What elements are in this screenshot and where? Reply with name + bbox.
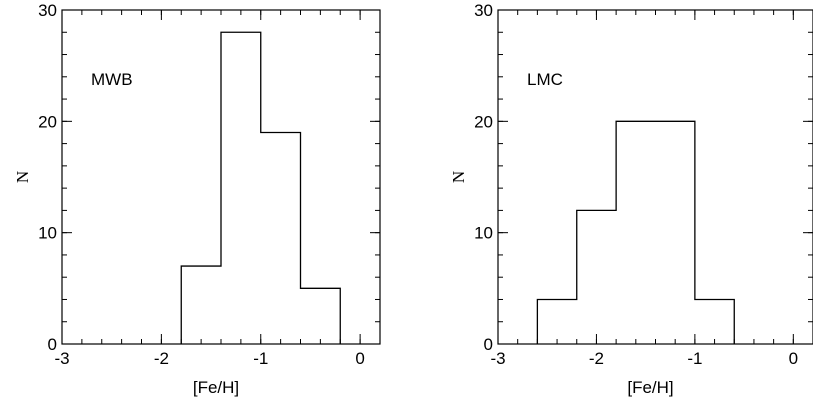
histogram-bin <box>616 121 695 344</box>
x-tick-label: -2 <box>154 349 169 368</box>
x-axis-label: [Fe/H] <box>627 378 673 397</box>
x-tick-label: -1 <box>253 349 268 368</box>
x-axis-label: [Fe/H] <box>193 378 239 397</box>
histogram-bin <box>261 132 301 344</box>
histogram-panel-lmc: -3 -2 -1 0 0 10 20 30 [Fe/H] N LMC <box>449 1 813 397</box>
y-tick-label: 20 <box>474 112 493 131</box>
histogram-bin <box>537 299 576 344</box>
histogram-outline <box>180 31 341 344</box>
x-tick-label: 0 <box>355 349 364 368</box>
y-axis-label: N <box>13 171 32 183</box>
y-tick-label: 30 <box>474 1 493 20</box>
histogram-bin <box>577 210 616 344</box>
y-axis-label: N <box>449 171 468 183</box>
histogram-bin <box>221 32 261 344</box>
x-tick-label: -3 <box>490 349 505 368</box>
x-tick-label: -2 <box>589 349 604 368</box>
y-tick-label: 30 <box>38 1 57 20</box>
histogram-bin <box>301 288 341 344</box>
x-tick-label: -1 <box>687 349 702 368</box>
y-tick-label: 10 <box>38 224 57 243</box>
x-tick-label: -3 <box>54 349 69 368</box>
histogram-bin <box>181 266 221 344</box>
y-tick-label: 20 <box>38 112 57 131</box>
histogram-outline <box>536 120 735 344</box>
x-tick-label: 0 <box>789 349 798 368</box>
panel-label-mwb: MWB <box>91 70 133 89</box>
y-tick-label: 0 <box>48 335 57 354</box>
y-tick-label: 10 <box>474 224 493 243</box>
histogram-panel-mwb: -3 -2 -1 0 0 10 20 30 [Fe/H] N MWB <box>13 1 381 397</box>
panel-label-lmc: LMC <box>527 70 563 89</box>
histogram-bin <box>695 299 734 344</box>
y-tick-label: 0 <box>484 335 493 354</box>
